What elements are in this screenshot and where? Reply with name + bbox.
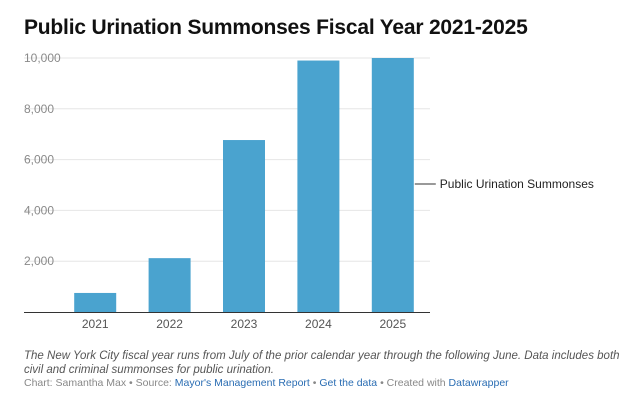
footer-source-prefix: Source: (135, 377, 175, 389)
y-tick-labels: 2,000 4,000 6,000 8,000 10,000 (24, 51, 61, 268)
series-annotation: Public Urination Summonses (414, 177, 594, 191)
chart-title: Public Urination Summonses Fiscal Year 2… (24, 16, 528, 39)
series-label: Public Urination Summonses (440, 177, 594, 191)
footer-separator: • (126, 377, 136, 389)
x-tick-label: 2024 (305, 317, 332, 331)
chart-footer: Chart: Samantha Max • Source: Mayor's Ma… (24, 377, 509, 389)
datawrapper-link[interactable]: Datawrapper (448, 377, 509, 389)
source-link[interactable]: Mayor's Management Report (174, 377, 310, 389)
footer-separator: • (377, 377, 387, 389)
y-tick-label: 10,000 (24, 51, 61, 65)
bar-2025 (371, 58, 414, 312)
bar-2023 (223, 140, 265, 312)
y-tick-label: 8,000 (24, 102, 54, 116)
y-tick-label: 6,000 (24, 153, 54, 167)
footer-chart-prefix: Chart: (24, 377, 56, 389)
y-tick-label: 4,000 (24, 203, 54, 217)
bar-2024 (297, 60, 340, 312)
chart-notes: The New York City fiscal year runs from … (24, 350, 620, 376)
y-tick-label: 2,000 (24, 254, 54, 268)
x-tick-label: 2025 (379, 317, 406, 331)
x-tick-label: 2022 (156, 317, 183, 331)
footer-author: Samantha Max (55, 377, 127, 389)
bars (74, 58, 414, 312)
bar-2022 (148, 258, 191, 312)
bar-2021 (74, 292, 117, 312)
get-the-data-link[interactable]: Get the data (319, 377, 378, 389)
x-tick-label: 2023 (231, 317, 258, 331)
footer-created-prefix: Created with (386, 377, 449, 389)
x-tick-labels: 2021 2022 2023 2024 2025 (82, 317, 407, 331)
x-tick-label: 2021 (82, 317, 109, 331)
footer-separator: • (309, 377, 320, 389)
